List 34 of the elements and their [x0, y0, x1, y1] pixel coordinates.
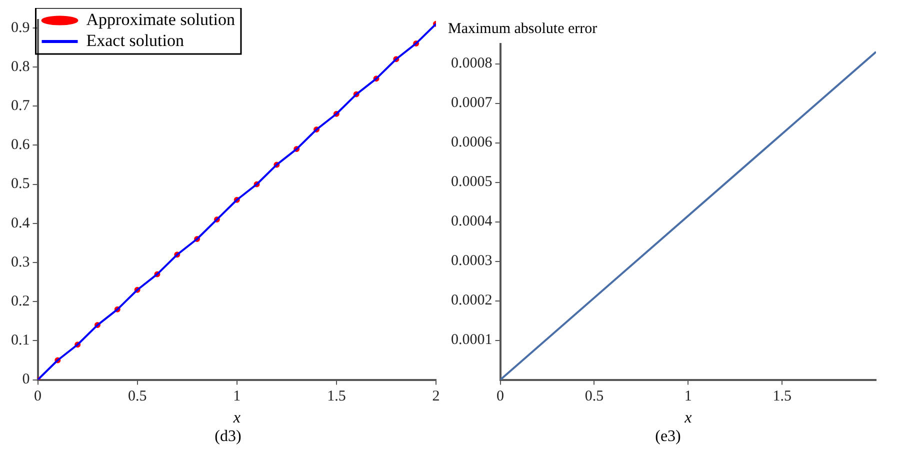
y-tick-label: 0.3: [11, 254, 30, 270]
x-tick-label: 1: [233, 388, 241, 405]
y-tick-label: 0.0002: [451, 292, 492, 309]
y-tick-label: 0.2: [11, 294, 30, 310]
text: (d3): [214, 428, 242, 446]
x-axis-title: x: [684, 410, 692, 427]
y-tick-label: 0.9: [11, 20, 30, 36]
y-tick-label: 0.0005: [451, 174, 492, 190]
x-tick-label: 0: [34, 388, 42, 405]
y-tick-label: 0.0008: [451, 56, 492, 72]
y-tick-label: 0.0001: [451, 332, 492, 348]
y-tick-label: 0.7: [11, 98, 30, 114]
legend-label: Exact solution: [86, 30, 184, 50]
x-tick-label: 1.5: [327, 388, 346, 405]
y-tick-label: 0.6: [11, 137, 30, 154]
y-tick-label: 0.4: [11, 215, 30, 232]
x-tick-label: 0.5: [584, 388, 604, 405]
x-tick-label: 1.5: [772, 388, 792, 405]
y-tick-label: 0.0007: [451, 95, 493, 112]
legend-label: Approximate solution: [86, 10, 236, 29]
x-tick-label: 0: [496, 388, 504, 405]
y-tick-label: 0.5: [11, 176, 30, 192]
chart-title: Maximum absolute error: [448, 20, 598, 37]
y-tick-label: 0.8: [11, 58, 30, 75]
x-tick-label: 1: [684, 388, 692, 405]
x-axis-title: x: [232, 410, 240, 427]
y-tick-label: 0.1: [11, 332, 30, 349]
y-tick-label: 0.0006: [451, 134, 493, 151]
y-tick-label: 0: [22, 372, 30, 388]
x-tick-label: 0.5: [128, 388, 147, 405]
y-tick-label: 0.0003: [451, 253, 492, 270]
y-tick-label: 0.0004: [451, 214, 493, 230]
x-tick-label: 2: [432, 388, 440, 405]
text: (e3): [654, 428, 682, 446]
